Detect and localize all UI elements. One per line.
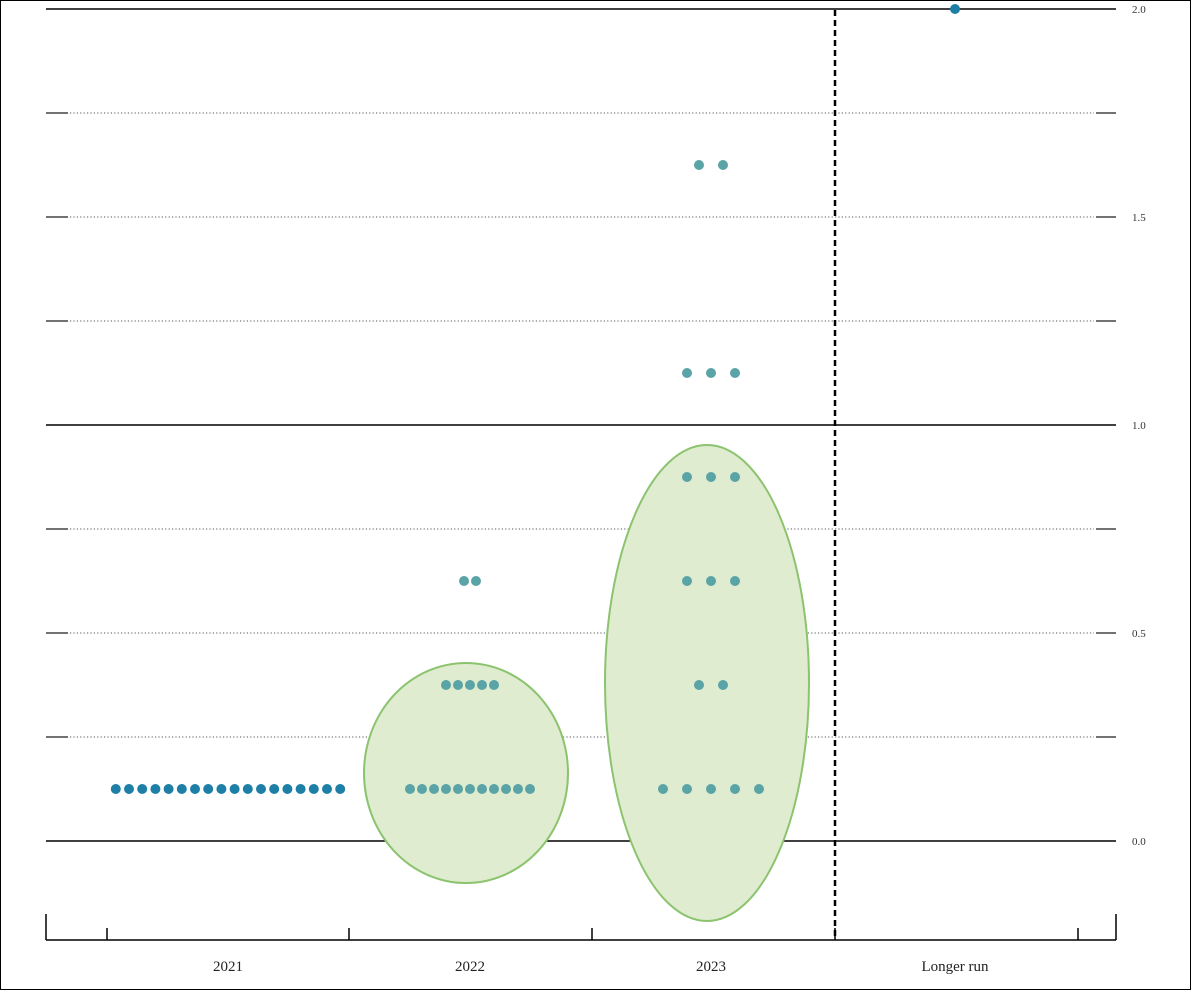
- dot-point: [441, 784, 451, 794]
- dot-point: [730, 368, 740, 378]
- dot-point: [110, 784, 121, 794]
- gridlines: [46, 8, 1116, 842]
- dot-point: [477, 680, 487, 690]
- dot-point: [525, 784, 535, 794]
- dot-point: [465, 680, 475, 690]
- dot-point: [150, 784, 161, 794]
- dot-point: [513, 784, 523, 794]
- category-labels: 2021 2022 2023 Longer run: [213, 959, 989, 975]
- dot-point: [730, 576, 740, 586]
- dot-point: [730, 784, 740, 794]
- dot-point: [465, 784, 475, 794]
- dot-point: [137, 784, 148, 794]
- dot-point: [682, 576, 692, 586]
- highlight-ellipse-2023: [604, 444, 810, 922]
- y-tick-label: 1.5: [1132, 212, 1146, 224]
- dot-point: [441, 680, 451, 690]
- dot-point: [477, 784, 487, 794]
- dot-point: [459, 576, 469, 586]
- dot-point: [489, 784, 499, 794]
- dot-point: [335, 784, 346, 794]
- dot-point: [682, 472, 692, 482]
- dot-point: [706, 368, 716, 378]
- dot-point: [282, 784, 293, 794]
- dot-point: [322, 784, 332, 794]
- dot-point: [718, 680, 728, 690]
- highlight-ellipses: [363, 444, 810, 922]
- dot-point: [295, 784, 306, 794]
- x-axis: [45, 10, 1117, 941]
- y-tick-label: 0.5: [1132, 628, 1146, 640]
- dot-point: [682, 784, 692, 794]
- highlight-ellipse-2022: [363, 662, 569, 884]
- dot-point: [163, 784, 174, 794]
- dot-point: [216, 784, 227, 794]
- dots: [110, 4, 960, 794]
- category-label: Longer run: [921, 959, 989, 975]
- dot-point: [453, 680, 463, 690]
- dot-point: [203, 784, 214, 794]
- dot-point: [453, 784, 463, 794]
- dot-point: [417, 784, 427, 794]
- dot-point: [229, 784, 240, 794]
- dot-point: [694, 680, 704, 690]
- dot-point: [658, 784, 668, 794]
- y-tick-label: 2.0: [1132, 4, 1146, 16]
- dot-point: [706, 576, 716, 586]
- dot-point: [471, 576, 481, 586]
- y-tick-label: 1.0: [1132, 420, 1146, 432]
- dot-point: [694, 160, 704, 170]
- dot-point: [190, 784, 200, 794]
- dot-point: [706, 784, 716, 794]
- dot-point: [718, 160, 728, 170]
- category-label: 2021: [213, 959, 243, 975]
- dot-point: [682, 368, 692, 378]
- y-tick-label: 0.0: [1132, 836, 1146, 848]
- dot-point: [256, 784, 266, 794]
- y-axis-tick-labels: 0.00.51.01.52.02.53.03.54.0: [1132, 4, 1146, 848]
- dot-point: [405, 784, 415, 794]
- dot-point: [706, 472, 716, 482]
- dot-point: [242, 784, 253, 794]
- dot-point: [489, 680, 499, 690]
- dot-point: [308, 784, 319, 794]
- dot-point: [754, 784, 764, 794]
- dot-point: [950, 4, 960, 14]
- dot-point: [176, 784, 187, 794]
- dot-point: [269, 784, 280, 794]
- dot-point: [501, 784, 511, 794]
- category-label: 2023: [696, 959, 726, 975]
- dot-point: [124, 784, 134, 794]
- category-label: 2022: [455, 959, 485, 975]
- dot-point: [429, 784, 439, 794]
- dot-point: [730, 472, 740, 482]
